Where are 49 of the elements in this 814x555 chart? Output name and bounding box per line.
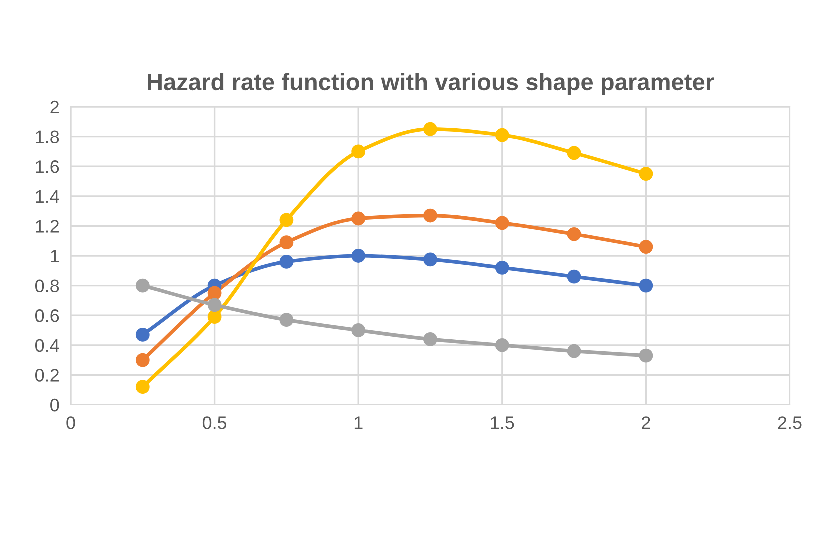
point (424, 252, 438, 267)
point (352, 144, 366, 159)
point (567, 344, 582, 358)
x-tick-label: 1 (354, 416, 363, 430)
point (280, 213, 294, 228)
y-tick-label: 1.2 (36, 220, 59, 233)
y-tick-label: 1.8 (36, 130, 60, 144)
point (352, 212, 366, 226)
point (639, 240, 654, 254)
point (136, 353, 150, 368)
point (567, 227, 582, 242)
point (136, 328, 150, 342)
x-tick-label: 0.5 (202, 416, 227, 430)
point (424, 122, 438, 136)
point (495, 128, 510, 142)
y-tick-label: 0.2 (35, 369, 59, 382)
point (280, 255, 294, 269)
y-tick-label: 1.4 (36, 190, 60, 203)
point (352, 324, 366, 338)
point (208, 310, 222, 324)
y-tick-label: 1 (51, 250, 60, 263)
y-tick-label: 0.6 (35, 310, 60, 322)
point (136, 278, 150, 293)
point (424, 332, 438, 346)
point (639, 348, 654, 363)
y-tick-label: 0.4 (35, 339, 60, 352)
y-tick-label: 1.6 (36, 160, 60, 174)
point (567, 270, 582, 284)
x-tick-label: 1.5 (491, 416, 514, 430)
point (280, 313, 294, 328)
point (208, 286, 222, 300)
point (495, 338, 510, 352)
point (495, 216, 510, 230)
y-tick-label: 0 (50, 398, 60, 412)
point (352, 249, 366, 263)
point (495, 260, 510, 275)
x-tick-label: 2.5 (778, 416, 802, 430)
chart-title: Hazard rate function with various shape parameter (148, 73, 714, 96)
y-tick-label: 0.8 (35, 280, 60, 293)
y-tick-label: 2 (50, 100, 59, 114)
point (208, 298, 222, 312)
point (136, 380, 150, 394)
point (567, 146, 582, 160)
point (639, 278, 654, 293)
x-tick-label: 0 (66, 416, 76, 430)
point (280, 236, 294, 250)
point (424, 208, 438, 223)
point (639, 167, 654, 181)
x-tick-label: 2 (642, 416, 650, 430)
